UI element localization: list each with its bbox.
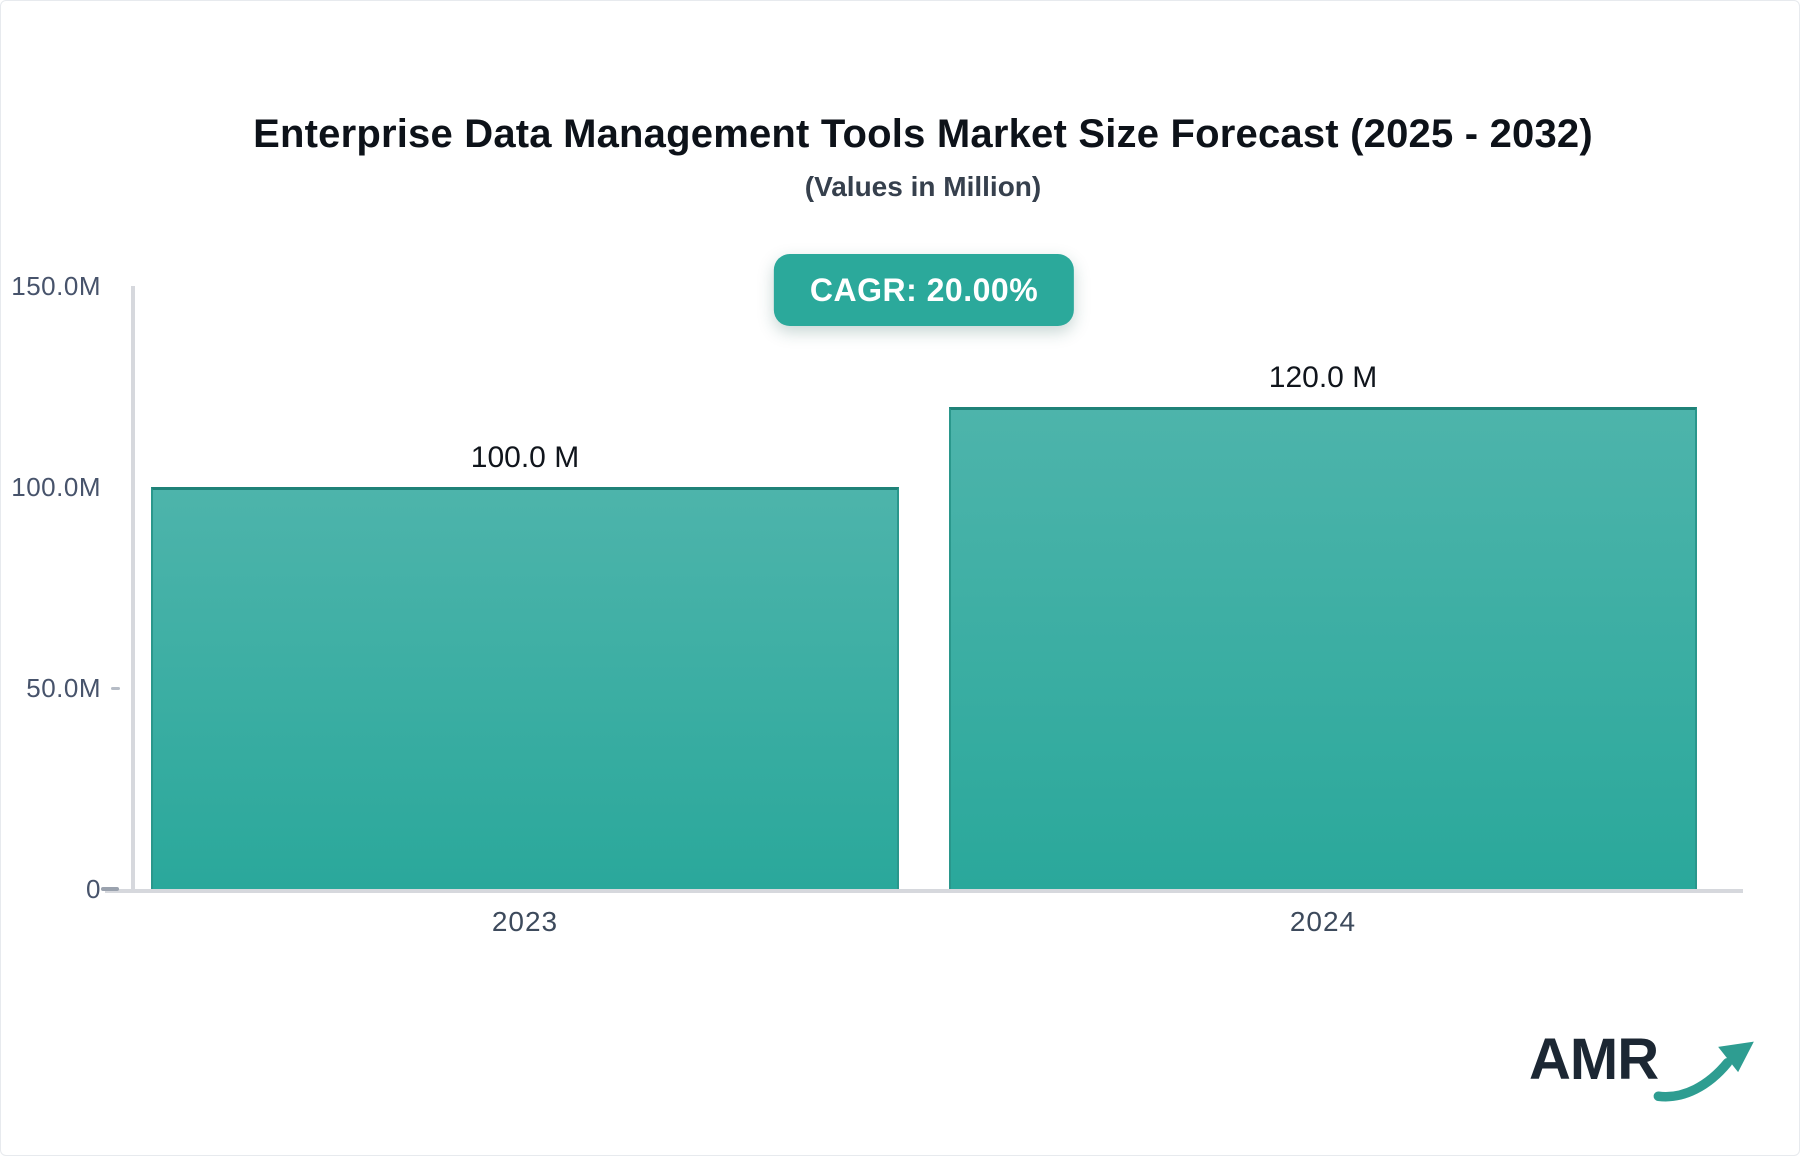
x-axis-line — [105, 889, 1743, 893]
y-axis-line — [131, 286, 135, 893]
page-title: Enterprise Data Management Tools Market … — [253, 112, 1593, 156]
bar-value-label: 100.0 M — [470, 441, 580, 474]
y-tick-label: 50.0M — [26, 673, 101, 703]
y-tick-mark — [111, 687, 120, 690]
cagr-badge: CAGR: 20.00% — [773, 254, 1075, 326]
y-tick-label: 100.0M — [11, 472, 101, 502]
y-tick-mark — [101, 887, 119, 891]
bar-value-label: 120.0 M — [1268, 360, 1378, 394]
bar-2024[interactable] — [949, 406, 1697, 889]
x-category-label: 2024 — [1289, 906, 1357, 937]
y-tick-label: 150.0M — [11, 271, 101, 301]
amr-logo: AMR — [1529, 1031, 1757, 1107]
bar-2023[interactable] — [151, 487, 899, 889]
growth-arrow-icon — [1653, 1041, 1754, 1102]
y-tick-label: 0 — [86, 874, 101, 904]
x-category-label: 2023 — [491, 906, 559, 937]
chart-subtitle: (Values in Million) — [804, 171, 1042, 202]
amr-logo-text: AMR — [1529, 1027, 1659, 1092]
